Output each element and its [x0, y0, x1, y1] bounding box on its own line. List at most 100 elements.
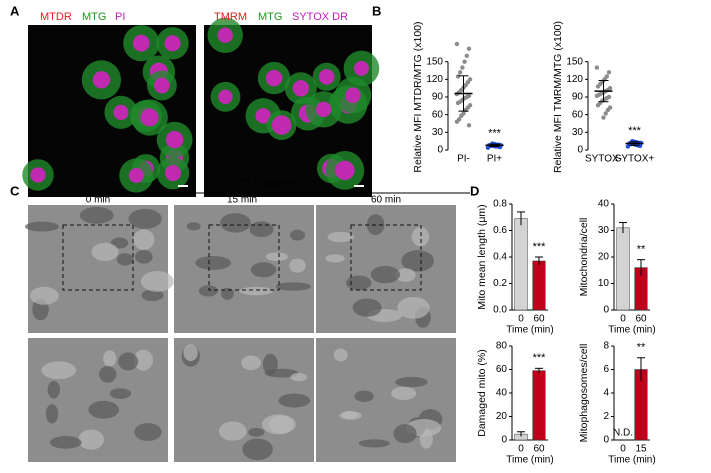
- nucleus: [271, 115, 292, 135]
- em-structure: [140, 270, 174, 292]
- y-tick-label: 30: [598, 225, 610, 236]
- em-structure: [401, 250, 434, 272]
- em-structure: [133, 229, 155, 250]
- bar: [532, 260, 546, 311]
- y-tick-label: 8: [603, 341, 609, 352]
- nucleus: [140, 108, 159, 127]
- y-axis-label: Damaged mito (%): [476, 349, 488, 437]
- em-structure: [99, 366, 117, 383]
- em-structure: [128, 208, 162, 229]
- em-structure: [47, 380, 61, 399]
- nucleus: [345, 87, 361, 104]
- panel-label: A: [10, 3, 20, 18]
- x-tick-label: PI+: [487, 154, 502, 165]
- x-tick-label: 0: [518, 444, 524, 455]
- x-axis-label: Time (min): [506, 455, 553, 466]
- time-label: 15 min: [227, 195, 257, 206]
- y-tick-label: 0: [577, 145, 583, 156]
- dot: [464, 53, 469, 58]
- dot: [595, 84, 601, 89]
- em-structure: [265, 252, 288, 262]
- y-tick-label: 20: [496, 411, 508, 422]
- dot: [460, 65, 465, 70]
- em-structure: [397, 296, 430, 319]
- nucleus: [354, 61, 369, 76]
- panel-label: C: [10, 183, 20, 198]
- image-label: TMRM: [214, 11, 247, 23]
- nucleus: [30, 167, 46, 183]
- scale-bar: [354, 185, 364, 187]
- y-tick-label: 6: [603, 364, 609, 375]
- y-tick-label: 40: [598, 199, 610, 210]
- nucleus: [164, 165, 181, 182]
- dot: [459, 113, 464, 119]
- y-tick-label: 0.4: [493, 252, 507, 263]
- em-structure: [118, 352, 139, 371]
- em-structure: [248, 427, 265, 437]
- y-tick-label: 0: [603, 305, 609, 316]
- em-structure: [186, 222, 201, 231]
- em-structure: [391, 386, 417, 400]
- x-tick-label: 60: [533, 314, 545, 325]
- x-tick-label: SYTOX-: [585, 154, 622, 165]
- value-label: N.D.: [613, 428, 633, 439]
- em-structure: [327, 231, 354, 243]
- em-structure: [395, 376, 428, 388]
- nucleus: [218, 89, 233, 105]
- y-tick-label: 150: [426, 56, 443, 67]
- em-structure: [24, 221, 59, 232]
- em-structure: [79, 206, 114, 224]
- x-axis-label: Time (min): [608, 455, 655, 466]
- zoom-box: [208, 224, 280, 291]
- em-structure: [393, 424, 417, 444]
- em-structure: [134, 423, 162, 441]
- nucleus: [292, 80, 310, 97]
- em-structure: [354, 390, 374, 402]
- bar: [532, 370, 546, 441]
- x-tick-label: 15: [635, 444, 647, 455]
- em-structure: [352, 298, 382, 317]
- y-tick-label: 0: [603, 435, 609, 446]
- x-axis-label: Time (min): [608, 325, 655, 336]
- dot: [454, 41, 460, 47]
- em-structure: [325, 254, 345, 263]
- x-tick-label: 0: [518, 314, 524, 325]
- zoom-box: [62, 224, 134, 291]
- y-tick-label: 4: [603, 388, 609, 399]
- dot: [455, 74, 461, 79]
- em-structure: [78, 429, 104, 450]
- nucleus: [165, 130, 184, 149]
- em-structure: [49, 436, 82, 449]
- em-structure: [141, 289, 164, 302]
- y-axis-label: Mito mean length (μm): [476, 204, 488, 309]
- y-tick-label: 10: [598, 278, 610, 289]
- dot: [455, 100, 461, 106]
- nucleus: [315, 101, 332, 118]
- em-structure: [183, 344, 198, 362]
- em-structure: [249, 221, 274, 238]
- panel-label: B: [372, 3, 381, 18]
- y-tick-label: 120: [426, 74, 443, 85]
- em-structure: [198, 285, 218, 297]
- significance: **: [637, 244, 646, 256]
- dot: [606, 70, 612, 75]
- em-structure: [218, 421, 247, 441]
- nucleus: [265, 69, 283, 87]
- em-structure: [103, 350, 117, 367]
- y-tick-label: 90: [432, 92, 444, 103]
- em-structure: [262, 353, 278, 375]
- em-structure: [250, 262, 277, 278]
- x-tick-label: 0: [620, 444, 626, 455]
- y-tick-label: 80: [496, 341, 508, 352]
- y-axis-label: Mitophagosomes/cell: [578, 344, 590, 443]
- dot: [454, 119, 460, 124]
- y-tick-label: 60: [496, 364, 508, 375]
- dot: [605, 107, 611, 113]
- em-structure: [268, 415, 294, 434]
- em-structure: [346, 275, 372, 291]
- y-tick-label: 60: [572, 109, 584, 120]
- y-tick-label: 30: [572, 127, 584, 138]
- nucleus: [154, 77, 170, 94]
- dot: [462, 59, 467, 64]
- em-structure: [91, 242, 119, 262]
